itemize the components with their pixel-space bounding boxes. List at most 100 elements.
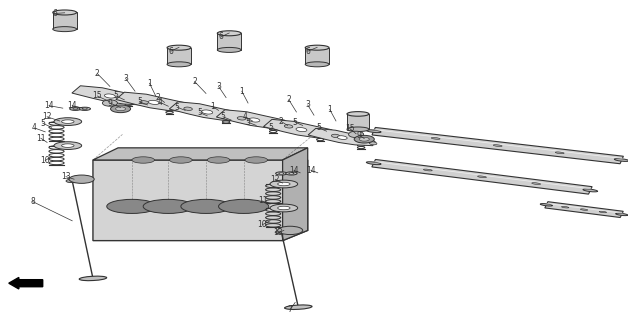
Text: 8: 8 [30, 197, 35, 206]
Text: 9: 9 [107, 99, 112, 108]
Polygon shape [372, 159, 592, 194]
Polygon shape [116, 92, 190, 111]
Text: 2: 2 [279, 117, 284, 126]
Ellipse shape [62, 120, 74, 123]
Text: 2: 2 [286, 95, 291, 104]
Polygon shape [264, 119, 338, 139]
Text: 1: 1 [147, 79, 152, 88]
Text: 5: 5 [137, 97, 142, 106]
Ellipse shape [347, 127, 369, 132]
Text: 13: 13 [61, 172, 71, 181]
Ellipse shape [532, 183, 541, 185]
Polygon shape [545, 202, 623, 218]
Ellipse shape [202, 110, 213, 114]
Polygon shape [217, 33, 241, 50]
Ellipse shape [305, 45, 329, 50]
Text: 3: 3 [123, 74, 128, 83]
Ellipse shape [143, 199, 193, 213]
Ellipse shape [423, 169, 432, 171]
Polygon shape [93, 160, 308, 241]
Ellipse shape [237, 117, 246, 120]
Ellipse shape [217, 31, 241, 36]
Text: 5: 5 [114, 92, 119, 100]
Text: 10: 10 [40, 156, 50, 165]
Ellipse shape [148, 100, 160, 104]
Polygon shape [170, 102, 244, 121]
Ellipse shape [278, 206, 290, 210]
Ellipse shape [140, 101, 148, 104]
Text: 11: 11 [257, 196, 268, 205]
Ellipse shape [167, 45, 191, 50]
Text: 4: 4 [32, 124, 37, 132]
Ellipse shape [275, 230, 288, 234]
Ellipse shape [337, 136, 347, 140]
Ellipse shape [54, 118, 82, 125]
Text: 6: 6 [168, 47, 173, 56]
Text: 11: 11 [36, 134, 46, 143]
Ellipse shape [366, 130, 381, 132]
Ellipse shape [279, 173, 284, 174]
Ellipse shape [555, 152, 564, 154]
Text: 15: 15 [345, 124, 355, 133]
Text: 2: 2 [95, 69, 100, 78]
Text: 4: 4 [158, 98, 163, 107]
Text: 2: 2 [156, 93, 161, 102]
Polygon shape [372, 127, 624, 164]
Text: 14: 14 [306, 166, 316, 175]
Ellipse shape [349, 131, 364, 138]
Ellipse shape [70, 107, 81, 110]
Text: 5: 5 [293, 118, 298, 127]
Ellipse shape [54, 142, 82, 149]
Ellipse shape [104, 94, 116, 98]
Ellipse shape [493, 145, 502, 147]
Text: 14: 14 [67, 101, 77, 110]
Polygon shape [283, 148, 308, 241]
Text: 14: 14 [44, 101, 54, 110]
Text: 3: 3 [216, 82, 221, 91]
Ellipse shape [278, 226, 303, 235]
Ellipse shape [73, 108, 78, 109]
Ellipse shape [111, 105, 131, 113]
Text: 12: 12 [270, 175, 280, 184]
Ellipse shape [132, 157, 154, 163]
Text: 7: 7 [288, 305, 293, 314]
Text: 6: 6 [219, 32, 224, 41]
Ellipse shape [167, 62, 191, 67]
Ellipse shape [366, 162, 381, 165]
Polygon shape [93, 148, 308, 160]
Ellipse shape [207, 157, 230, 163]
Text: 5: 5 [40, 119, 45, 128]
Ellipse shape [62, 144, 74, 147]
Ellipse shape [332, 134, 340, 138]
Text: 4: 4 [242, 112, 247, 121]
Ellipse shape [580, 209, 588, 210]
Ellipse shape [359, 137, 369, 141]
Ellipse shape [284, 125, 293, 128]
Ellipse shape [477, 176, 487, 178]
Ellipse shape [305, 62, 329, 67]
Ellipse shape [79, 107, 90, 110]
Ellipse shape [354, 135, 374, 143]
Ellipse shape [347, 112, 369, 116]
Ellipse shape [431, 138, 440, 139]
Text: 5: 5 [246, 118, 251, 127]
Ellipse shape [102, 100, 117, 106]
Text: 9: 9 [357, 131, 362, 140]
Text: 5: 5 [175, 103, 180, 112]
Text: 15: 15 [92, 92, 102, 100]
Ellipse shape [615, 213, 628, 216]
Ellipse shape [270, 180, 298, 188]
Ellipse shape [69, 175, 94, 183]
Text: 13: 13 [273, 228, 283, 237]
Ellipse shape [284, 305, 312, 309]
Ellipse shape [53, 27, 77, 32]
Ellipse shape [245, 157, 268, 163]
Text: 6: 6 [53, 9, 58, 18]
Ellipse shape [540, 204, 553, 206]
FancyArrow shape [9, 277, 43, 289]
Ellipse shape [82, 108, 87, 109]
Ellipse shape [66, 179, 78, 183]
Text: FR.: FR. [50, 279, 66, 288]
Ellipse shape [170, 157, 192, 163]
Text: 5: 5 [317, 124, 322, 132]
